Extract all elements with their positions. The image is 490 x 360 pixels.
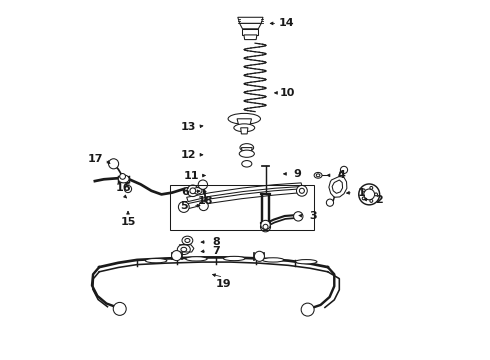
Ellipse shape [359, 184, 380, 205]
Circle shape [261, 222, 270, 232]
Text: 7: 7 [212, 246, 220, 256]
Ellipse shape [262, 258, 284, 262]
Circle shape [374, 193, 377, 196]
Bar [171, 185, 314, 230]
Text: 18: 18 [197, 196, 213, 206]
Circle shape [341, 166, 347, 174]
Circle shape [263, 224, 268, 229]
Text: 15: 15 [121, 217, 136, 227]
Circle shape [199, 201, 208, 211]
Ellipse shape [316, 174, 320, 177]
Circle shape [326, 199, 334, 206]
Polygon shape [242, 148, 252, 154]
Ellipse shape [185, 239, 190, 243]
Text: 14: 14 [279, 18, 294, 28]
Ellipse shape [181, 247, 187, 252]
Polygon shape [241, 128, 248, 134]
Circle shape [370, 186, 373, 189]
Text: 13: 13 [181, 122, 196, 132]
Polygon shape [237, 119, 251, 128]
Text: 11: 11 [183, 171, 199, 181]
Text: 17: 17 [88, 154, 103, 165]
Ellipse shape [145, 258, 167, 263]
Polygon shape [184, 189, 302, 210]
Circle shape [113, 302, 126, 315]
Circle shape [198, 180, 208, 189]
Text: 5: 5 [180, 201, 188, 211]
Text: 4: 4 [338, 170, 345, 180]
Ellipse shape [234, 124, 255, 132]
Text: 19: 19 [216, 279, 231, 289]
Ellipse shape [314, 172, 322, 178]
Text: 16: 16 [116, 183, 131, 193]
Text: 12: 12 [181, 150, 196, 160]
Text: 6: 6 [181, 186, 189, 197]
Ellipse shape [186, 257, 207, 261]
Polygon shape [244, 35, 257, 40]
Circle shape [190, 188, 196, 194]
Text: 2: 2 [375, 195, 383, 205]
Circle shape [254, 251, 265, 261]
Circle shape [187, 185, 198, 197]
Ellipse shape [242, 161, 252, 167]
Ellipse shape [240, 144, 254, 152]
Polygon shape [187, 183, 302, 202]
Circle shape [296, 185, 307, 196]
Text: 10: 10 [280, 88, 295, 98]
Text: 1: 1 [358, 188, 366, 198]
Ellipse shape [364, 189, 374, 200]
Ellipse shape [118, 175, 129, 183]
Circle shape [172, 251, 182, 261]
Text: 9: 9 [293, 169, 301, 179]
Polygon shape [240, 23, 261, 29]
Circle shape [301, 303, 314, 316]
Polygon shape [238, 17, 263, 23]
Polygon shape [329, 176, 347, 197]
Circle shape [124, 185, 132, 193]
Circle shape [120, 174, 125, 179]
Circle shape [299, 188, 304, 193]
Circle shape [178, 202, 189, 212]
Polygon shape [243, 29, 258, 35]
Circle shape [294, 212, 303, 221]
Circle shape [362, 189, 365, 192]
Text: 3: 3 [309, 211, 317, 221]
Circle shape [370, 199, 373, 202]
Ellipse shape [223, 256, 245, 261]
Polygon shape [332, 180, 343, 193]
Ellipse shape [182, 236, 193, 245]
Text: 8: 8 [212, 237, 220, 247]
Circle shape [109, 159, 119, 169]
Circle shape [261, 220, 270, 230]
Circle shape [362, 197, 365, 200]
Ellipse shape [295, 260, 317, 264]
Ellipse shape [193, 188, 202, 194]
Ellipse shape [228, 113, 261, 124]
Ellipse shape [177, 244, 190, 255]
Ellipse shape [239, 150, 254, 157]
